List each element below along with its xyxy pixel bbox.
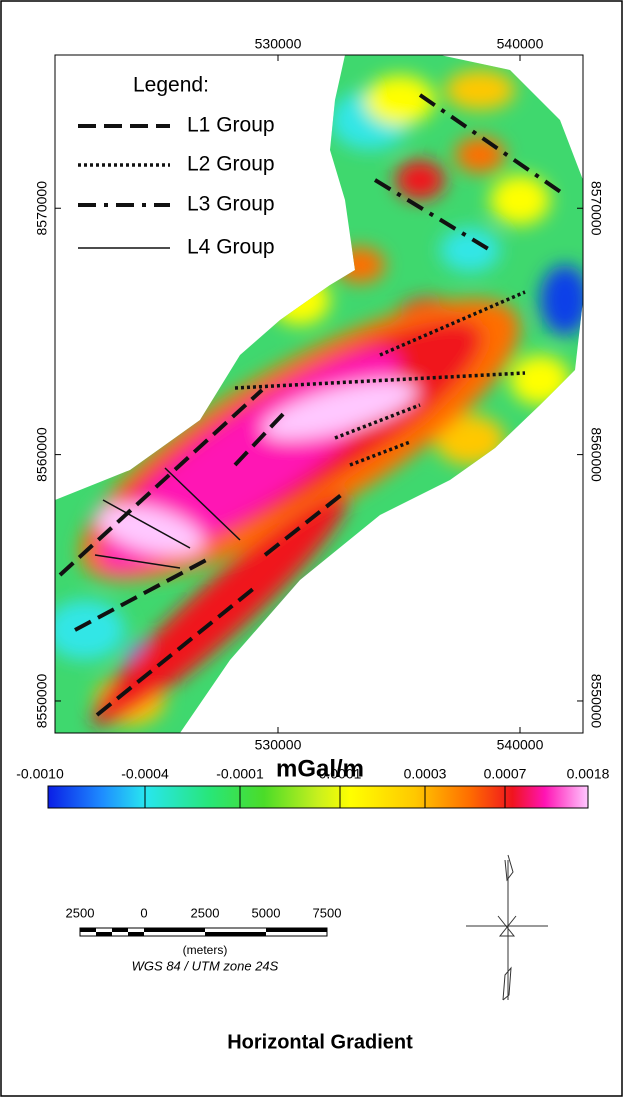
y-tick-label: 8550000	[588, 674, 604, 729]
legend: Legend: L1 Group L2 Group L3 Group L4 Gr…	[78, 74, 275, 259]
scale-label: 5000	[252, 905, 281, 920]
colorbar-label: 0.0007	[484, 766, 527, 782]
colorbar-label: -0.0010	[16, 766, 64, 782]
scale-unit: (meters)	[183, 943, 228, 957]
y-tick-label: 8570000	[34, 181, 50, 236]
x-tick-label: 530000	[255, 36, 302, 52]
scale-label: 2500	[191, 905, 220, 920]
colorbar	[48, 786, 588, 808]
gradient-map	[40, 40, 600, 750]
legend-title: Legend:	[133, 74, 209, 97]
page: Legend: L1 Group L2 Group L3 Group L4 Gr…	[0, 0, 623, 1097]
y-tick-label: 8550000	[34, 674, 50, 729]
x-tick-label: 540000	[497, 36, 544, 52]
y-tick-label: 8560000	[34, 427, 50, 482]
y-tick-label: 8570000	[588, 181, 604, 236]
colorbar-label: 0.0001	[319, 766, 362, 782]
colorbar-label: 0.0018	[567, 766, 610, 782]
colorbar-label: 0.0003	[404, 766, 447, 782]
north-arrow	[466, 855, 548, 1000]
legend-label: L4 Group	[187, 236, 275, 259]
legend-label: L3 Group	[187, 193, 275, 216]
scale-label: 2500	[66, 905, 95, 920]
scale-label: 0	[140, 905, 147, 920]
y-tick-label: 8560000	[588, 427, 604, 482]
legend-label: L1 Group	[187, 114, 275, 137]
scale-label: 7500	[313, 905, 342, 920]
legend-label: L2 Group	[187, 153, 275, 176]
colorbar-label: -0.0001	[216, 766, 264, 782]
scale-bar: 2500 0 2500 5000 7500 (meters) WGS 84 / …	[66, 905, 342, 973]
x-tick-label: 540000	[497, 737, 544, 753]
title: Horizontal Gradient	[227, 1031, 413, 1053]
x-tick-label: 530000	[255, 737, 302, 753]
colorbar-label: -0.0004	[121, 766, 169, 782]
projection: WGS 84 / UTM zone 24S	[132, 958, 279, 973]
